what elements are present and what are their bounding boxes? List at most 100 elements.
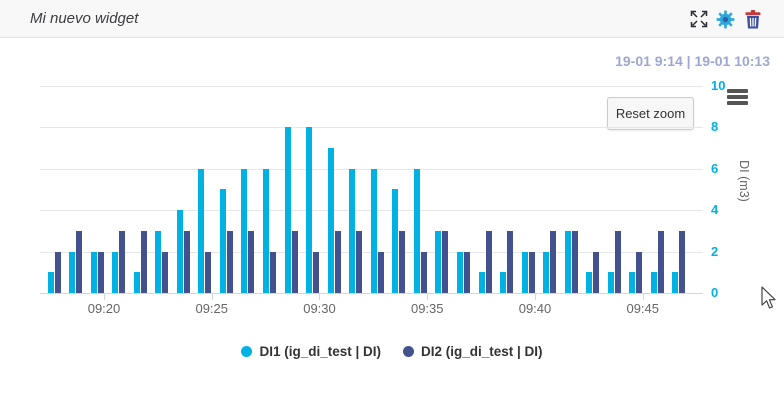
x-axis-tick: [211, 294, 213, 300]
bar[interactable]: [543, 251, 550, 293]
bar[interactable]: [248, 230, 255, 293]
settings-icon[interactable]: [716, 9, 735, 29]
bar[interactable]: [291, 230, 298, 293]
x-axis-line: [40, 293, 703, 294]
bar[interactable]: [198, 168, 205, 293]
y-tick-label: 10: [711, 77, 726, 93]
x-tick-label: 09:20: [87, 301, 121, 316]
bar[interactable]: [456, 251, 463, 293]
legend: DI1 (ig_di_test | DI) DI2 (ig_di_test | D…: [0, 344, 784, 359]
x-axis-tick: [103, 294, 105, 300]
widget-header: Mi nuevo widget: [0, 0, 784, 38]
bar[interactable]: [140, 230, 147, 293]
bar[interactable]: [521, 251, 528, 293]
bar[interactable]: [327, 147, 334, 293]
x-tick-label: 09:25: [195, 301, 229, 316]
bar[interactable]: [463, 251, 470, 293]
legend-marker-icon: [241, 346, 253, 357]
bar[interactable]: [614, 230, 621, 293]
x-axis-tick: [642, 294, 644, 300]
bar[interactable]: [155, 230, 162, 293]
bar[interactable]: [420, 251, 427, 293]
bar[interactable]: [607, 272, 614, 293]
bar[interactable]: [672, 272, 679, 293]
gridline: [40, 85, 703, 87]
legend-item[interactable]: DI1 (ig_di_test | DI): [241, 344, 381, 359]
delete-icon[interactable]: [743, 9, 762, 29]
bar[interactable]: [571, 230, 578, 293]
bar[interactable]: [76, 230, 83, 293]
bar[interactable]: [413, 168, 420, 293]
bar[interactable]: [370, 168, 377, 293]
bar[interactable]: [377, 251, 384, 293]
header-toolbar: [689, 0, 762, 38]
bar[interactable]: [241, 168, 248, 293]
bar[interactable]: [133, 272, 140, 293]
bar[interactable]: [507, 230, 514, 293]
mouse-cursor: [761, 286, 779, 317]
legend-label: DI2 (ig_di_test | DI): [421, 344, 543, 359]
bar[interactable]: [485, 230, 492, 293]
y-tick-label: 4: [711, 202, 719, 217]
bar[interactable]: [176, 210, 183, 293]
bar[interactable]: [629, 272, 636, 293]
bar[interactable]: [90, 251, 97, 293]
bar[interactable]: [593, 251, 600, 293]
y-tick-label: 2: [711, 243, 719, 259]
legend-marker-icon: [403, 346, 414, 357]
y-tick-label: 8: [711, 119, 719, 134]
bar[interactable]: [205, 251, 212, 293]
bar[interactable]: [636, 251, 643, 293]
bar[interactable]: [219, 189, 226, 293]
bar[interactable]: [284, 127, 291, 293]
bar[interactable]: [392, 189, 399, 293]
plot-area: 0 2 4 6 8 10 09:20 09:25 09:30 09:35 09:40 09:45: [40, 77, 726, 316]
bar[interactable]: [270, 251, 276, 293]
bar[interactable]: [334, 230, 341, 293]
bar[interactable]: [586, 272, 593, 293]
bar[interactable]: [162, 251, 169, 293]
y-tick-label: 6: [711, 160, 719, 176]
gridline: [40, 127, 703, 128]
bar[interactable]: [500, 272, 507, 293]
x-tick-label: 09:45: [626, 301, 660, 316]
legend-item[interactable]: DI2 (ig_di_test | DI): [403, 344, 543, 359]
reset-zoom-button[interactable]: Reset zoom: [607, 97, 694, 130]
bar[interactable]: [47, 272, 54, 293]
x-tick-label: 09:35: [410, 301, 444, 316]
bar[interactable]: [183, 230, 190, 293]
bar[interactable]: [349, 168, 356, 293]
x-axis-tick: [427, 294, 429, 300]
bar[interactable]: [306, 127, 313, 293]
x-axis-tick: [319, 294, 321, 300]
legend-label: DI1 (ig_di_test | DI): [259, 344, 381, 359]
bar[interactable]: [313, 251, 320, 293]
bar[interactable]: [356, 230, 363, 293]
y-tick-label: 0: [711, 285, 719, 300]
y-axis-title: DI (m3): [737, 160, 751, 202]
bar[interactable]: [657, 230, 664, 293]
widget-title: Mi nuevo widget: [30, 10, 139, 27]
time-range: 19-01 9:14 | 19-01 10:13: [615, 53, 770, 69]
x-tick-label: 09:30: [303, 301, 336, 316]
bar[interactable]: [263, 168, 269, 293]
hamburger-icon[interactable]: [727, 89, 748, 108]
bar[interactable]: [226, 230, 233, 293]
bar[interactable]: [97, 251, 104, 293]
bar[interactable]: [564, 230, 571, 293]
expand-icon[interactable]: [689, 10, 708, 29]
x-axis-tick: [534, 294, 536, 300]
bar[interactable]: [69, 251, 76, 293]
bar[interactable]: [679, 230, 686, 293]
bar[interactable]: [399, 230, 406, 293]
bar[interactable]: [650, 272, 657, 293]
bar[interactable]: [478, 272, 485, 293]
bar[interactable]: [435, 230, 442, 293]
bar[interactable]: [550, 230, 557, 293]
bar[interactable]: [442, 230, 449, 293]
bar[interactable]: [112, 251, 119, 293]
bar[interactable]: [54, 251, 61, 293]
bar[interactable]: [119, 230, 126, 293]
bar[interactable]: [528, 251, 535, 293]
x-tick-label: 09:40: [518, 301, 552, 316]
